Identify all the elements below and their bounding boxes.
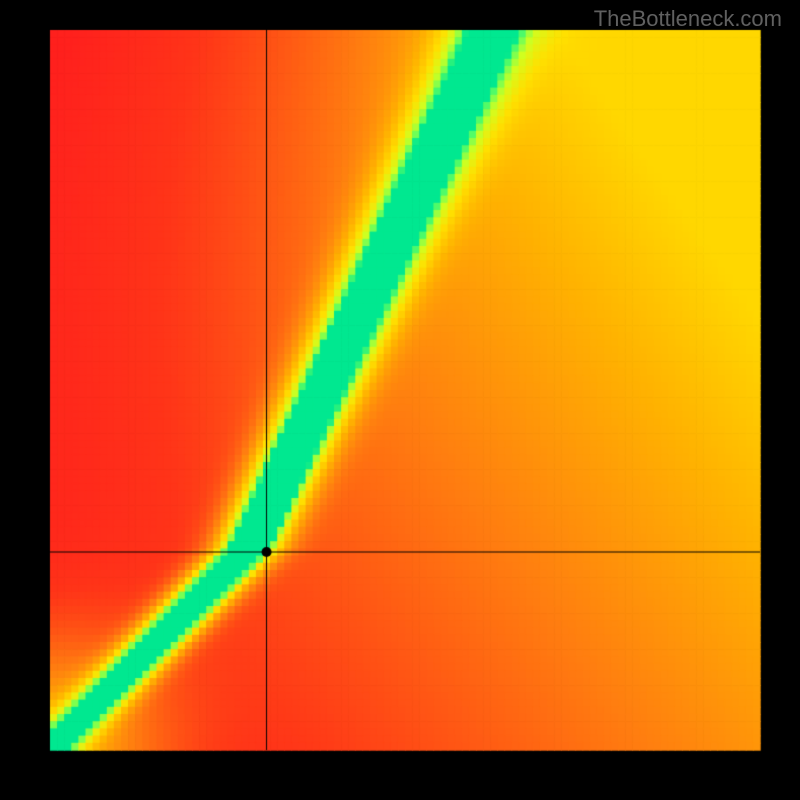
watermark-text: TheBottleneck.com — [594, 6, 782, 32]
heatmap-canvas — [0, 0, 800, 800]
chart-container: TheBottleneck.com — [0, 0, 800, 800]
